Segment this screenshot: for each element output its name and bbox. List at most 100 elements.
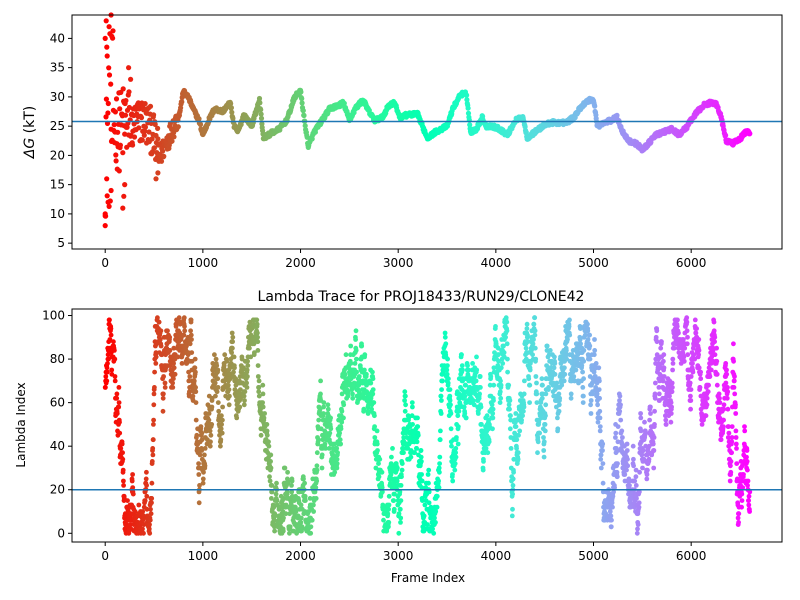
lambda-point: [452, 467, 458, 473]
lambda-point: [474, 367, 480, 373]
lambda-point: [147, 530, 153, 536]
lambda-point: [503, 315, 509, 321]
lambda-point: [473, 378, 479, 384]
lambda-point: [450, 472, 455, 477]
lambda-point: [483, 446, 489, 451]
lambda-point: [519, 417, 524, 423]
lambda-point: [119, 441, 125, 447]
lambda-point: [375, 448, 380, 453]
deltag-x-tick-label: 2000: [285, 256, 316, 270]
lambda-point: [544, 343, 550, 349]
lambda-point: [707, 374, 713, 379]
deltag-point: [298, 89, 304, 95]
lambda-point: [696, 337, 702, 342]
lambda-point: [698, 369, 703, 375]
deltag-point: [128, 76, 134, 82]
lambda-point: [580, 400, 586, 405]
deltag-point: [123, 98, 129, 104]
lambda-point: [640, 465, 645, 471]
lambda-point: [739, 504, 744, 510]
lambda-point: [272, 528, 277, 534]
lambda-point: [209, 422, 215, 427]
lambda-point: [218, 426, 224, 432]
lambda-point: [274, 480, 279, 486]
lambda-point: [507, 398, 513, 403]
lambda-point: [394, 478, 400, 484]
lambda-point: [533, 374, 539, 379]
lambda-point: [459, 363, 465, 368]
lambda-point: [580, 385, 586, 390]
lambda-point: [517, 428, 523, 434]
lambda-point: [650, 441, 656, 447]
deltag-point: [257, 100, 263, 106]
deltag-point: [723, 132, 729, 138]
lambda-point: [186, 378, 192, 384]
lambda-point: [176, 315, 182, 321]
lambda-point: [353, 348, 359, 353]
lambda-point: [396, 511, 402, 517]
lambda-point: [439, 398, 444, 403]
lambda-point: [706, 382, 711, 388]
deltag-point: [105, 199, 111, 205]
lambda-point: [218, 443, 223, 449]
deltag-point: [179, 99, 185, 105]
lambda-point: [739, 498, 745, 503]
lambda-point: [266, 443, 272, 449]
lambda-point: [202, 463, 208, 469]
lambda-point: [173, 324, 179, 329]
deltag-point: [131, 134, 138, 140]
lambda-point: [376, 461, 381, 466]
lambda-point: [118, 446, 124, 451]
lambda-point: [150, 452, 156, 458]
lambda-point: [260, 391, 266, 397]
lambda-point: [255, 348, 261, 353]
lambda-point: [256, 385, 262, 390]
lambda-point: [212, 380, 218, 386]
lambda-point: [267, 478, 273, 484]
lambda-point: [608, 513, 614, 519]
lambda-point: [255, 330, 260, 336]
lambda-point: [103, 385, 108, 390]
deltag-point: [341, 100, 347, 106]
deltag-point: [112, 109, 118, 115]
lambda-point: [640, 448, 646, 453]
lambda-point: [615, 461, 620, 466]
lambda-point: [264, 432, 270, 438]
lambda-point: [321, 404, 326, 410]
lambda-point: [395, 465, 400, 471]
lambda-point: [196, 472, 202, 477]
lambda-point: [633, 474, 639, 480]
lambda-point: [187, 374, 193, 379]
lambda-point: [654, 328, 660, 334]
deltag-point: [108, 81, 114, 87]
lambda-point: [668, 419, 674, 425]
lambda-point: [206, 417, 212, 423]
lambda-point: [625, 456, 630, 462]
lambda-point: [116, 404, 122, 410]
lambda-point: [453, 446, 459, 451]
lambda-points: [102, 315, 753, 536]
lambda-point: [620, 435, 625, 440]
deltag-point: [110, 28, 116, 34]
lambda-point: [302, 480, 307, 486]
lambda-point: [729, 435, 735, 440]
lambda-point: [285, 469, 290, 475]
lambda-point: [244, 367, 250, 373]
lambda-point: [189, 350, 195, 355]
lambda-point: [377, 456, 383, 462]
deltag-point: [117, 106, 123, 112]
deltag-point: [126, 65, 132, 71]
lambda-point: [386, 520, 392, 525]
lambda-point: [338, 426, 344, 432]
lambda-point: [188, 317, 194, 323]
lambda-point: [268, 452, 274, 458]
lambda-point: [107, 337, 113, 342]
lambda-point: [433, 520, 438, 525]
lambda-point: [510, 476, 516, 482]
lambda-point: [256, 389, 262, 395]
deltag-point: [175, 124, 181, 130]
lambda-point: [376, 474, 382, 480]
lambda-point: [151, 417, 157, 423]
lambda-point: [402, 398, 407, 403]
lambda-point: [328, 415, 333, 421]
